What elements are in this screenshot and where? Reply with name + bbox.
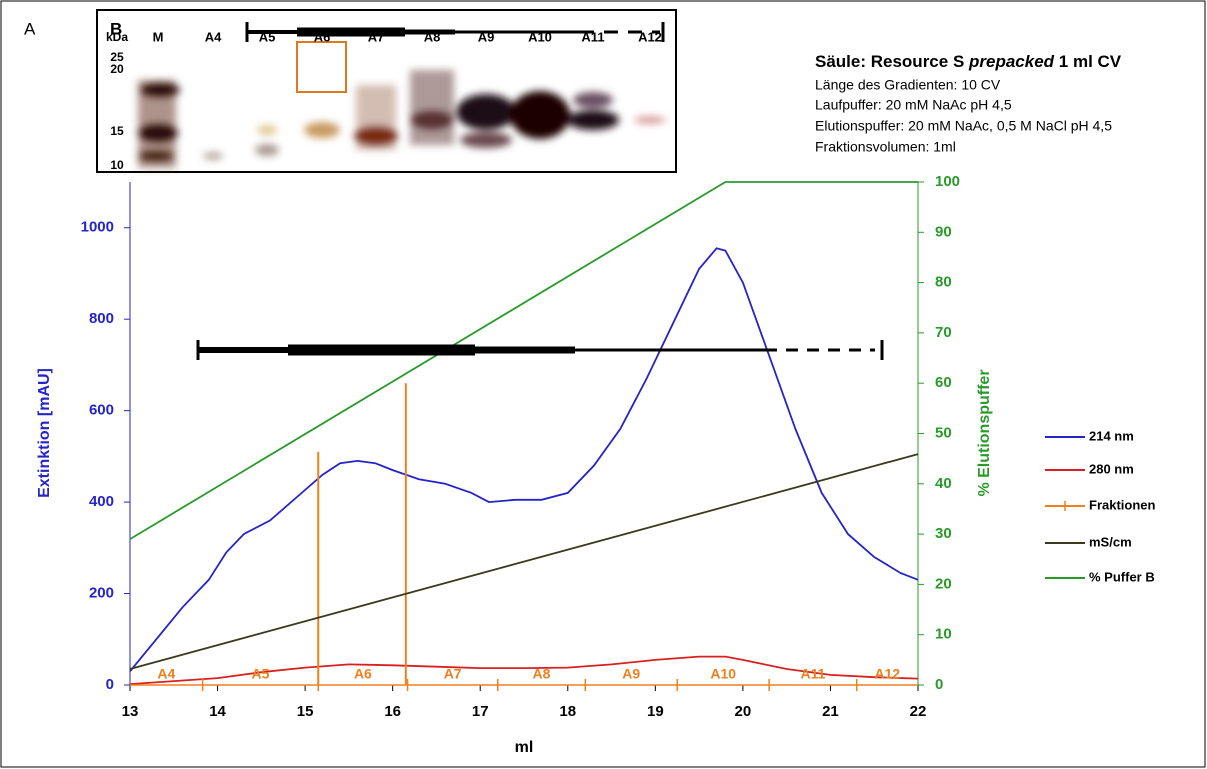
y-tick-label: 400 bbox=[89, 493, 114, 510]
info-line: Elutionspuffer: 20 mM NaAc, 0,5 M NaCl p… bbox=[815, 118, 1112, 134]
x-tick-label: 14 bbox=[209, 703, 226, 720]
lane-label: A12 bbox=[638, 29, 662, 44]
x-tick-label: 16 bbox=[384, 703, 401, 720]
info-line: Laufpuffer: 20 mM NaAc pH 4,5 bbox=[815, 97, 1012, 113]
x-tick-label: 19 bbox=[647, 703, 664, 720]
highlight-box bbox=[296, 41, 347, 93]
lane-label: A5 bbox=[259, 29, 276, 44]
x-tick-label: 22 bbox=[910, 703, 927, 720]
kda-marker: 25 bbox=[110, 50, 124, 64]
y-tick-label: 200 bbox=[89, 585, 114, 602]
info-title-part: 1 ml CV bbox=[1054, 52, 1122, 71]
lane-label: A9 bbox=[478, 29, 495, 44]
fraction-label: A5 bbox=[252, 666, 270, 682]
y2-tick-label: 10 bbox=[935, 626, 952, 643]
x-tick-label: 15 bbox=[297, 703, 314, 720]
info-line: Fraktionsvolumen: 1ml bbox=[815, 139, 956, 155]
y2-tick-label: 50 bbox=[935, 424, 952, 441]
lane-label: A4 bbox=[205, 29, 222, 44]
lane-label: A6 bbox=[314, 29, 331, 44]
legend-label: Fraktionen bbox=[1089, 497, 1156, 512]
y2-tick-label: 90 bbox=[935, 223, 952, 240]
panel-label: B bbox=[110, 19, 122, 38]
info-box: Säule: Resource S prepacked 1 ml CV Läng… bbox=[815, 52, 1122, 154]
info-title: Säule: Resource S prepacked 1 ml CV bbox=[815, 52, 1122, 71]
series-line bbox=[129, 247, 919, 672]
lane-label: A8 bbox=[424, 29, 441, 44]
kda-marker: 10 bbox=[110, 158, 124, 172]
fraction-label: A11 bbox=[800, 666, 825, 682]
legend-label: 280 nm bbox=[1089, 461, 1134, 476]
lane-label: M bbox=[153, 29, 164, 44]
y2-tick-label: 100 bbox=[935, 173, 960, 190]
x-tick-label: 21 bbox=[822, 703, 839, 720]
y2-tick-label: 70 bbox=[935, 324, 952, 341]
lane-label: A7 bbox=[368, 29, 385, 44]
y2-tick-label: 20 bbox=[935, 575, 952, 592]
kda-label: kDa bbox=[106, 30, 128, 44]
info-title-part: Säule: Resource S bbox=[815, 52, 969, 71]
x-tick-label: 13 bbox=[122, 703, 139, 720]
y2-tick-label: 40 bbox=[935, 475, 952, 492]
gel-bands bbox=[138, 70, 666, 168]
y-tick-label: 600 bbox=[89, 402, 114, 419]
fraction-label: A4 bbox=[157, 666, 175, 682]
fraction-label: A7 bbox=[444, 666, 462, 682]
series-line bbox=[129, 655, 919, 685]
y-tick-label: 0 bbox=[106, 676, 114, 693]
series-line bbox=[129, 181, 918, 540]
x-tick-label: 20 bbox=[735, 703, 752, 720]
y-axis-label: Extinktion [mAU] bbox=[36, 368, 53, 498]
legend-label: mS/cm bbox=[1089, 534, 1132, 549]
lane-label: A10 bbox=[528, 29, 552, 44]
legend-label: % Puffer B bbox=[1089, 569, 1155, 584]
y2-tick-label: 30 bbox=[935, 525, 952, 542]
gradient-bar bbox=[196, 340, 884, 360]
plot: 13 14 15 16 17 18 19 20 21 22 0 200 400 600 800 1000 0 10… bbox=[81, 173, 960, 720]
fraction-label: A6 bbox=[354, 666, 372, 682]
x-axis-label: ml bbox=[515, 739, 534, 756]
fraction-label: A10 bbox=[710, 666, 736, 682]
y2-tick-label: 60 bbox=[935, 374, 952, 391]
lane-label: A11 bbox=[581, 29, 604, 44]
y2-tick-label: 80 bbox=[935, 274, 952, 291]
legend-label: 214 nm bbox=[1089, 428, 1134, 443]
info-line: Länge des Gradienten: 10 CV bbox=[815, 77, 1001, 93]
kda-marker: 20 bbox=[110, 62, 124, 76]
gel-inset: B kDa bbox=[96, 9, 677, 173]
y2-axis-label: % Elutionspuffer bbox=[976, 369, 993, 496]
panel-label: A bbox=[24, 19, 36, 38]
x-tick-label: 17 bbox=[472, 703, 489, 720]
x-tick-label: 18 bbox=[559, 703, 576, 720]
y-tick-label: 1000 bbox=[81, 219, 114, 236]
info-title-part: prepacked bbox=[968, 52, 1055, 71]
fraction-label: A8 bbox=[533, 666, 551, 682]
fraction-label: A9 bbox=[622, 666, 640, 682]
kda-marker: 15 bbox=[110, 124, 124, 138]
series-line bbox=[129, 453, 919, 670]
y-tick-label: 800 bbox=[89, 310, 114, 327]
gel-gradient-bar bbox=[245, 22, 665, 42]
fraction-label: A12 bbox=[875, 666, 901, 682]
y2-tick-label: 0 bbox=[935, 676, 943, 693]
